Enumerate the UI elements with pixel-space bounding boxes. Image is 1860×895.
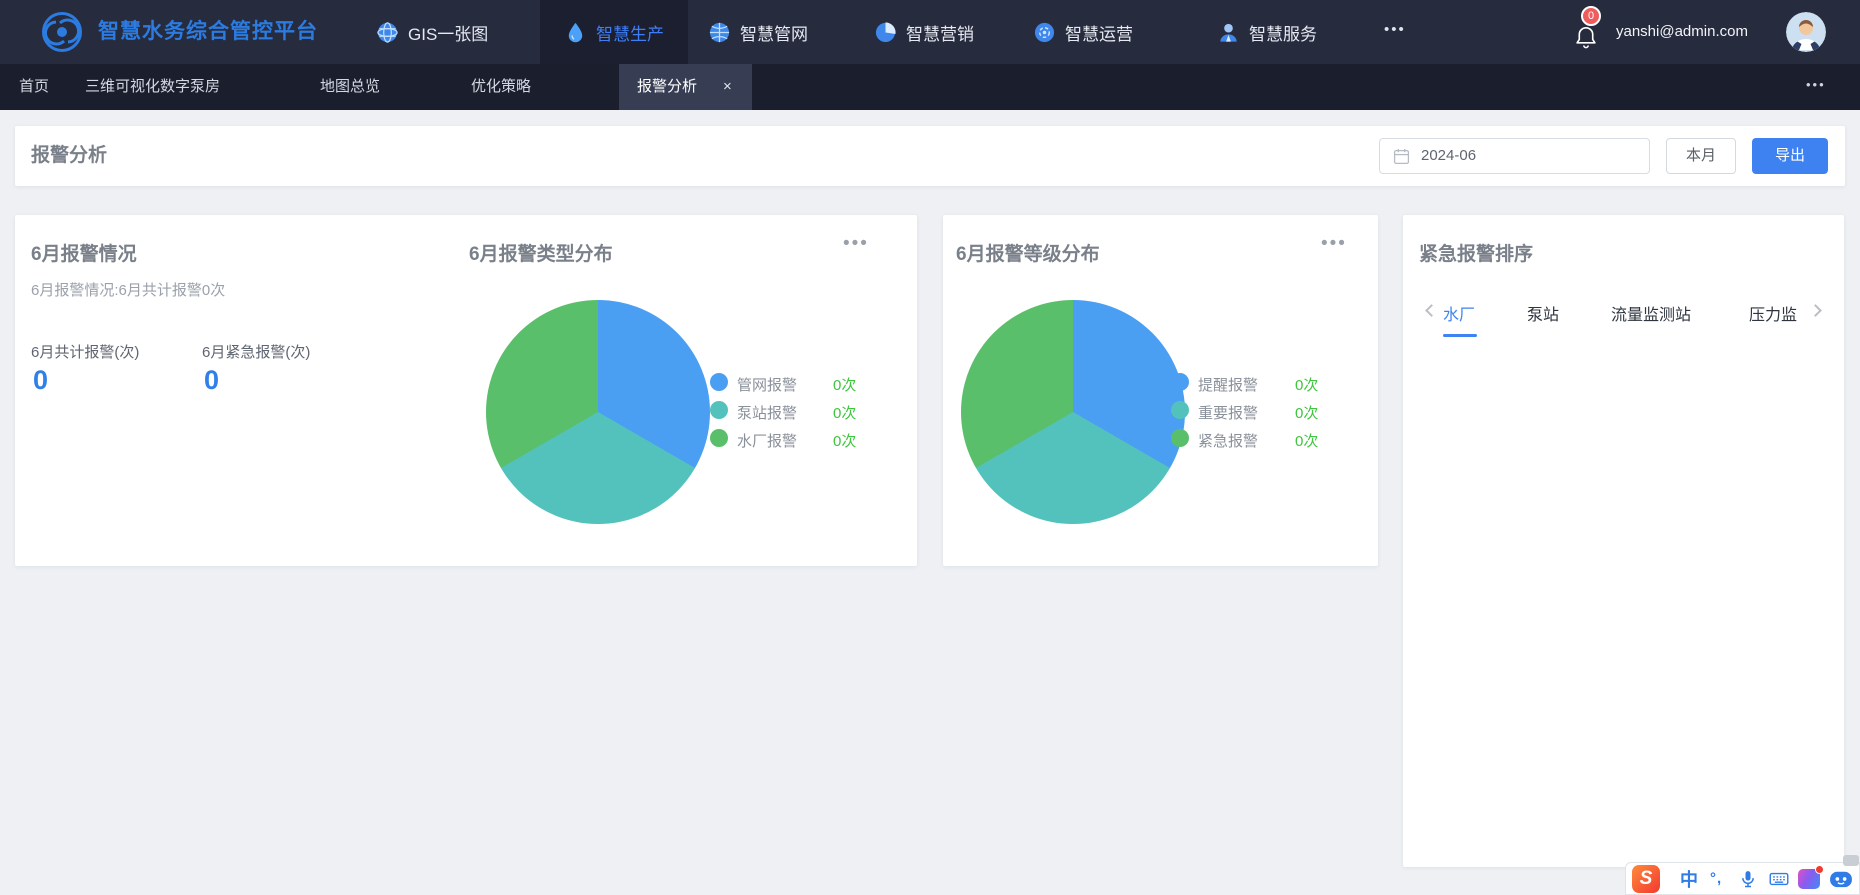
urgent-ranking-card: 紧急报警排序 水厂 泵站 流量监测站 压力监: [1403, 215, 1844, 867]
station-tab-flow-monitor[interactable]: 流量监测站: [1611, 307, 1692, 324]
tab-optimization[interactable]: 优化策略: [471, 78, 532, 95]
legend-dot-icon: [1171, 401, 1189, 419]
ime-punctuation-toggle[interactable]: °,: [1710, 870, 1723, 887]
nav-label: GIS一张图: [408, 24, 489, 44]
nav-item-smart-operations[interactable]: 智慧运营: [1033, 0, 1133, 64]
legend-dot-icon: [1171, 373, 1189, 391]
water-drop-icon: [568, 22, 583, 42]
station-tab-pressure-monitor[interactable]: 压力监: [1749, 307, 1798, 324]
nav-item-smart-production[interactable]: 智慧生产: [540, 0, 688, 64]
tab-alarm-analysis[interactable]: 报警分析 ×: [619, 64, 752, 110]
calendar-icon: [1393, 149, 1410, 165]
pie-chart-icon: [875, 21, 896, 42]
emoji-robot-icon[interactable]: [1829, 863, 1853, 894]
globe-icon: [377, 21, 398, 43]
tab-3d-pump-house[interactable]: 三维可视化数字泵房: [85, 78, 221, 95]
stat-urgent-label: 6月紧急报警(次): [202, 344, 311, 361]
service-person-icon: [1220, 23, 1237, 42]
nav-label: 智慧管网: [740, 24, 808, 44]
nav-label: 智慧服务: [1249, 24, 1317, 44]
nav-item-gis-map[interactable]: GIS一张图: [376, 0, 488, 64]
legend-label: 紧急报警: [1198, 433, 1259, 450]
alarm-level-card: 6月报警等级分布 ••• 提醒报警 0次 重要报警 0次 紧急报警 0次: [943, 215, 1378, 566]
page-header-card: 报警分析 2024-06 本月 导出: [15, 126, 1845, 186]
tab-label: 报警分析: [637, 78, 698, 95]
nav-label: 智慧生产: [596, 24, 664, 44]
ime-language-mode[interactable]: 中: [1680, 869, 1698, 890]
microphone-icon[interactable]: [1738, 863, 1758, 894]
workspace-tabbar: 首页 三维可视化数字泵房 地图总览 优化策略 报警分析 × •••: [0, 64, 1860, 110]
user-avatar[interactable]: [1786, 12, 1826, 52]
app-title: 智慧水务综合管控平台: [98, 20, 318, 43]
station-tab-pump-station[interactable]: 泵站: [1527, 307, 1560, 324]
legend-value: 0次: [833, 377, 857, 394]
legend-value: 0次: [833, 433, 857, 450]
current-month-button[interactable]: 本月: [1666, 138, 1736, 174]
legend-dot-icon: [710, 373, 728, 391]
active-tab-underline: [1443, 334, 1477, 337]
card-title: 紧急报警排序: [1419, 244, 1534, 265]
close-icon[interactable]: ×: [723, 78, 732, 95]
top-navbar: 智慧水务综合管控平台 GIS一张图 智慧生产 智慧管网 智慧营销: [0, 0, 1860, 64]
legend-label: 提醒报警: [1198, 377, 1259, 394]
legend-dot-icon: [1171, 429, 1189, 447]
nav-item-smart-pipeline[interactable]: 智慧管网: [708, 0, 808, 64]
notification-dot: [1815, 865, 1824, 874]
station-tab-water-plant[interactable]: 水厂: [1443, 307, 1476, 324]
ime-toolbar: S 中 °,: [1625, 862, 1860, 895]
page-title: 报警分析: [31, 145, 108, 166]
stat-total-value: 0: [33, 365, 49, 395]
legend-value: 0次: [1295, 377, 1319, 394]
alarm-summary-card: 6月报警情况 6月报警情况:6月共计报警0次 6月共计报警(次) 6月紧急报警(…: [15, 215, 917, 566]
alarm-summary-text: 6月报警情况:6月共计报警0次: [31, 282, 226, 299]
chevron-left-icon[interactable]: [1425, 304, 1438, 317]
more-icon[interactable]: •••: [843, 233, 869, 254]
bell-icon: [1576, 26, 1596, 49]
more-icon[interactable]: •••: [1321, 233, 1347, 254]
stat-total-label: 6月共计报警(次): [31, 344, 140, 361]
user-email[interactable]: yanshi@admin.com: [1616, 23, 1748, 40]
legend-value: 0次: [833, 405, 857, 422]
nav-label: 智慧运营: [1065, 24, 1133, 44]
nav-item-smart-service[interactable]: 智慧服务: [1217, 0, 1317, 64]
legend-dot-icon: [710, 429, 728, 447]
legend-value: 0次: [1295, 433, 1319, 450]
keyboard-icon[interactable]: [1768, 863, 1790, 894]
app-logo-icon: [42, 12, 82, 52]
legend-label: 水厂报警: [737, 433, 798, 450]
month-picker-input[interactable]: 2024-06: [1379, 138, 1650, 174]
notification-bell-button[interactable]: 0: [1567, 0, 1607, 64]
operations-icon: [1034, 22, 1055, 42]
legend-value: 0次: [1295, 405, 1319, 422]
alarm-level-pie-chart: [961, 300, 1185, 524]
avatar-image: [1786, 12, 1826, 52]
chevron-right-icon[interactable]: [1809, 304, 1822, 317]
pipe-network-icon: [709, 22, 730, 42]
nav-label: 智慧营销: [906, 24, 974, 44]
tab-home[interactable]: 首页: [19, 78, 50, 95]
level-pie-title: 6月报警等级分布: [956, 244, 1100, 265]
sogou-logo-icon[interactable]: S: [1632, 865, 1660, 893]
tabbar-more-button[interactable]: •••: [1806, 77, 1826, 92]
scrollbar-thumb[interactable]: [1843, 855, 1859, 866]
export-button[interactable]: 导出: [1752, 138, 1828, 174]
skin-icon[interactable]: [1798, 865, 1824, 889]
tab-map-overview[interactable]: 地图总览: [320, 78, 381, 95]
legend-label: 泵站报警: [737, 405, 798, 422]
card-title: 6月报警情况: [31, 244, 137, 265]
stat-urgent-value: 0: [204, 365, 220, 395]
type-pie-title: 6月报警类型分布: [469, 244, 613, 265]
legend-dot-icon: [710, 401, 728, 419]
legend-label: 管网报警: [737, 377, 798, 394]
nav-item-smart-marketing[interactable]: 智慧营销: [874, 0, 974, 64]
nav-more-button[interactable]: •••: [1384, 21, 1406, 38]
notification-badge: 0: [1581, 6, 1601, 26]
legend-label: 重要报警: [1198, 405, 1259, 422]
station-tabs: 水厂 泵站 流量监测站 压力监: [1403, 293, 1844, 337]
alarm-type-pie-chart: [486, 300, 710, 524]
month-picker-value: 2024-06: [1421, 147, 1477, 164]
